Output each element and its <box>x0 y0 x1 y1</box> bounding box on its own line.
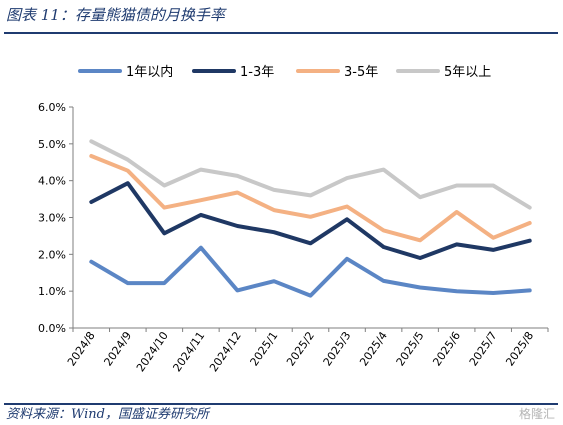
series-line-0 <box>89 245 532 298</box>
legend-label-3: 5年以上 <box>444 65 491 80</box>
chart-series <box>89 139 532 298</box>
y-tick-label: 1.0% <box>38 285 66 298</box>
x-tick-label: 2025/2 <box>284 329 317 368</box>
x-tick-label: 2025/1 <box>248 329 281 368</box>
x-tick-label: 2024/11 <box>170 329 207 374</box>
series-line-3 <box>89 139 532 210</box>
y-tick-label: 3.0% <box>38 212 66 225</box>
x-tick-label: 2024/12 <box>207 329 244 374</box>
x-tick-label: 2025/5 <box>394 329 427 368</box>
chart-legend: 1年以内 1-3年 3-5年 5年以上 <box>78 64 491 80</box>
x-tick-label: 2025/3 <box>321 329 354 368</box>
title-divider <box>4 32 558 34</box>
x-tick-label: 2025/4 <box>357 329 390 368</box>
watermark-logo: 格隆汇 <box>518 407 555 421</box>
x-tick-label: 2025/7 <box>467 329 500 368</box>
y-tick-label: 0.0% <box>38 322 66 335</box>
series-line-1 <box>89 181 532 260</box>
y-tick-label: 6.0% <box>38 101 66 114</box>
series-line-2 <box>89 154 532 243</box>
legend-label-0: 1年以内 <box>126 64 173 80</box>
legend-label-2: 3-5年 <box>344 65 378 80</box>
source-divider <box>4 403 558 405</box>
y-tick-label: 4.0% <box>38 175 66 188</box>
figure-title: 图表 11：存量熊猫债的月换手率 <box>6 6 225 24</box>
y-tick-label: 5.0% <box>38 138 66 151</box>
x-tick-label: 2024/10 <box>134 329 171 374</box>
y-tick-label: 2.0% <box>38 248 66 261</box>
x-tick-label: 2024/9 <box>101 329 134 368</box>
legend-label-1: 1-3年 <box>240 65 274 80</box>
x-tick-label: 2025/8 <box>503 329 536 368</box>
source-note: 资料来源：Wind，国盛证券研究所 <box>6 407 209 422</box>
x-tick-label: 2024/8 <box>65 329 98 368</box>
x-tick-label: 2025/6 <box>430 329 463 368</box>
